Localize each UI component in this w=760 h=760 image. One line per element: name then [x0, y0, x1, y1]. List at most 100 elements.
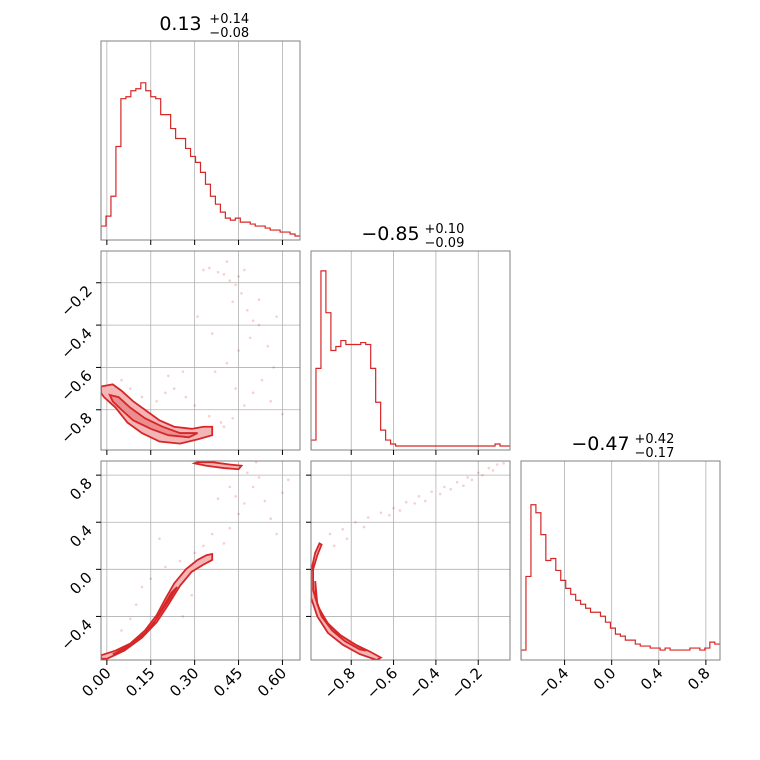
scatter-point [237, 275, 240, 278]
param-title-plus: +0.42 [635, 432, 675, 447]
scatter-point [388, 513, 391, 517]
scatter-point [225, 260, 229, 263]
scatter-point [257, 476, 261, 479]
x-tick-label: 0.30 [166, 664, 202, 700]
panel-frame [310, 250, 511, 451]
scatter-point [392, 506, 395, 510]
scatter-point [281, 412, 284, 416]
scatter-point [222, 425, 226, 429]
scatter-point [158, 537, 161, 541]
scatter-point [257, 323, 261, 327]
x-tick-label: −0.6 [363, 664, 401, 702]
scatter-point [354, 520, 357, 524]
scatter-point [430, 490, 433, 493]
scatter-point [345, 537, 349, 541]
histogram-0 [101, 82, 300, 240]
y-tick-label: −0.8 [57, 409, 95, 447]
histogram-2 [521, 504, 720, 660]
scatter-point [260, 378, 264, 382]
x-tick-label: 0.45 [210, 664, 246, 700]
param-title-median: −0.47 [571, 433, 629, 455]
param-title-median: 0.13 [159, 13, 201, 35]
scatter-point [366, 516, 370, 519]
scatter-point [234, 495, 237, 498]
scatter-point [246, 308, 249, 312]
x-tick-label: 0.15 [122, 664, 158, 700]
scatter-point [328, 532, 332, 536]
scatter-point [178, 559, 182, 563]
y-tick-label: 0.8 [66, 474, 96, 504]
panel-frame [100, 250, 301, 451]
scatter-point [240, 292, 243, 295]
scatter-point [228, 485, 232, 489]
scatter-point [332, 544, 336, 548]
scatter-point [181, 615, 185, 618]
scatter-point [140, 585, 144, 589]
scatter-point [164, 565, 167, 569]
scatter-point [181, 370, 185, 373]
scatter-point [120, 629, 123, 632]
panel-frame [100, 460, 301, 661]
x-tick-label: −0.2 [448, 664, 486, 702]
scatter-point [207, 414, 211, 418]
scatter-point [251, 319, 255, 323]
scatter-point [470, 478, 474, 482]
contour-inner [112, 586, 178, 655]
scatter-point [251, 485, 255, 489]
scatter-point [243, 404, 246, 407]
panel-2-0: 0.00 0.15 0.30 0.45 0.60 −0.4 0.0 0.4 0.8 [57, 460, 301, 700]
scatter-point [243, 268, 246, 272]
scatter-point [404, 500, 408, 504]
histogram-1 [311, 270, 510, 450]
scatter-point [128, 387, 132, 390]
scatter-point [222, 272, 226, 276]
scatter-point [341, 527, 345, 531]
scatter-point [207, 266, 211, 270]
panel-0-0: 0.13 +0.14−0.08 [100, 12, 301, 245]
scatter-point [269, 517, 273, 520]
scatter-point [234, 283, 237, 287]
scatter-point [502, 462, 505, 465]
scatter-point [184, 395, 188, 399]
scatter-point [443, 485, 446, 489]
scatter-point [164, 391, 167, 395]
param-title-median: −0.85 [361, 223, 419, 245]
x-tick-label: −0.8 [321, 664, 359, 702]
x-tick-label: 0.4 [637, 664, 667, 694]
scatter-point [234, 387, 237, 390]
scatter-point [263, 499, 267, 503]
scatter-point [413, 502, 417, 505]
scatter-point [237, 512, 240, 516]
contour-outer [101, 552, 214, 660]
panel-2-1: −0.8 −0.6 −0.4 −0.2 [306, 460, 511, 703]
contour-inner [314, 581, 367, 652]
param-title-minus: −0.09 [425, 236, 465, 251]
y-tick-label: −0.4 [57, 324, 95, 362]
panel-frame [310, 460, 511, 661]
panel-2-2: −0.4 0.0 0.4 0.8 −0.47 +0.42−0.17 [520, 432, 721, 703]
contour-outer [311, 542, 383, 660]
scatter-point [398, 509, 402, 512]
y-tick-label: −0.2 [57, 282, 95, 320]
panel-frame [520, 460, 721, 661]
scatter-point [424, 499, 427, 503]
x-tick-label: 0.00 [78, 664, 114, 700]
scatter-point [254, 461, 258, 464]
scatter-point [476, 471, 480, 475]
scatter-point [202, 268, 205, 272]
scatter-point [417, 495, 421, 498]
scatter-point [275, 315, 278, 318]
scatter-point [120, 378, 123, 382]
scatter-point [275, 532, 278, 536]
scatter-point [172, 387, 176, 390]
x-tick-label: −0.4 [405, 664, 443, 702]
scatter-point [219, 421, 223, 424]
panel-frame [100, 40, 301, 241]
scatter-point [455, 480, 459, 484]
scatter-point [216, 270, 220, 274]
scatter-point [167, 374, 170, 378]
scatter-point [210, 332, 214, 335]
scatter-point [193, 551, 196, 555]
scatter-point [193, 404, 196, 407]
